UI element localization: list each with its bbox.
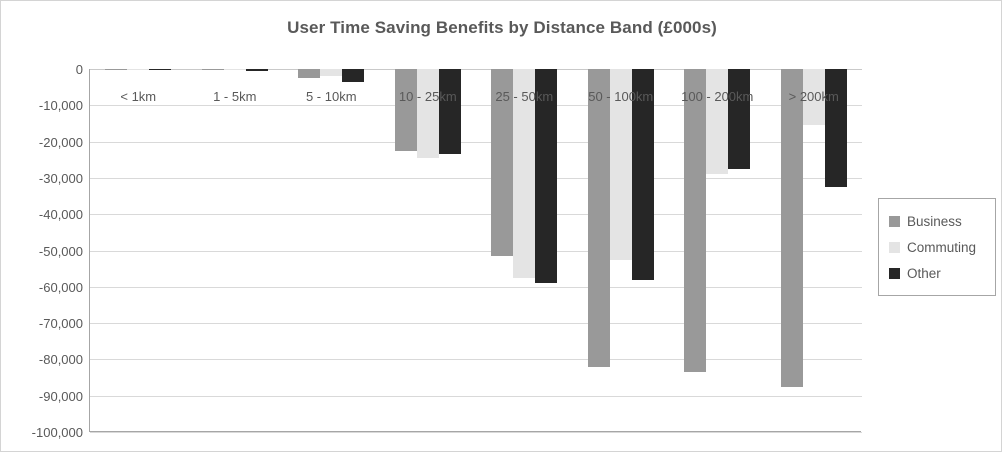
- bar-business-7[interactable]: [780, 69, 803, 387]
- gridline: [90, 395, 862, 397]
- y-axis-tick-label: -50,000: [38, 243, 83, 259]
- legend-swatch-business: [889, 215, 900, 227]
- bar-other-5[interactable]: [631, 69, 654, 280]
- x-axis-category-label: 1 - 5km: [213, 89, 257, 104]
- gridline: [90, 105, 862, 107]
- y-axis-tick-label: 0: [75, 62, 83, 77]
- gridline: [90, 359, 862, 361]
- bar-group: 100 - 200km: [669, 69, 766, 432]
- bar-group: 50 - 100km: [573, 69, 670, 432]
- x-axis-category-label: 5 - 10km: [305, 89, 357, 104]
- bar-commuting-7[interactable]: [802, 69, 825, 126]
- y-axis-tick-label: -10,000: [38, 98, 83, 114]
- legend-item: Commuting: [889, 234, 987, 260]
- gridline: [90, 214, 862, 216]
- bar-business-6[interactable]: [684, 69, 707, 373]
- bar-business-3[interactable]: [394, 69, 417, 151]
- bar-commuting-0[interactable]: [127, 69, 150, 70]
- bar-other-6[interactable]: [728, 69, 751, 169]
- y-axis-tick-label: -40,000: [38, 207, 83, 223]
- legend-label-business: Business: [907, 213, 962, 229]
- gridline: [90, 286, 862, 288]
- y-axis-tick-label: -90,000: [38, 388, 83, 404]
- bar-commuting-4[interactable]: [513, 69, 536, 278]
- gridline: [90, 141, 862, 143]
- bar-other-7[interactable]: [824, 69, 847, 187]
- gridline: [90, 323, 862, 325]
- x-axis-category-label: < 1km: [120, 89, 157, 104]
- bar-other-4[interactable]: [535, 69, 558, 284]
- legend-item: Other: [889, 260, 987, 286]
- bar-group: 1 - 5km: [187, 69, 284, 432]
- zero-axis-line: [90, 69, 862, 70]
- chart-title: User Time Saving Benefits by Distance Ba…: [287, 18, 717, 37]
- legend-label-commuting: Commuting: [907, 239, 977, 255]
- bar-commuting-2[interactable]: [320, 69, 343, 76]
- bar-business-0[interactable]: [105, 69, 128, 70]
- gridline: [90, 250, 862, 252]
- bar-commuting-6[interactable]: [706, 69, 729, 175]
- bar-business-2[interactable]: [298, 69, 321, 79]
- y-axis-tick-label: -60,000: [38, 279, 83, 295]
- legend-swatch-commuting: [889, 241, 900, 253]
- y-axis-tick-label: -80,000: [38, 352, 83, 368]
- y-axis-tick-label: -30,000: [38, 170, 83, 186]
- bar-group: 5 - 10km: [283, 69, 380, 432]
- legend-item: Business: [889, 208, 987, 234]
- bar-group: 10 - 25km: [380, 69, 477, 432]
- bar-group: < 1km: [90, 69, 187, 432]
- bar-commuting-1[interactable]: [223, 69, 246, 71]
- bar-group: > 200km: [766, 69, 863, 432]
- bar-commuting-5[interactable]: [609, 69, 632, 260]
- bar-other-2[interactable]: [342, 69, 365, 82]
- y-axis-tick-label: -20,000: [38, 134, 83, 150]
- plot-area-wrapper: < 1km 1 - 5km 5 - 10km 10 - 25km 25 - 50km 50…: [89, 69, 863, 433]
- gridline: [90, 177, 862, 179]
- bar-business-1[interactable]: [201, 69, 224, 71]
- y-axis-tick-labels: 0 -10,000 -20,000 -30,000 -40,000 -50,000 -60,…: [1, 63, 83, 439]
- plot-area: < 1km 1 - 5km 5 - 10km 10 - 25km 25 - 50km 50…: [89, 69, 863, 433]
- bar-business-5[interactable]: [587, 69, 610, 367]
- bar-business-4[interactable]: [491, 69, 514, 256]
- bar-group: 25 - 50km: [476, 69, 573, 432]
- legend-label-other: Other: [907, 265, 941, 281]
- bar-other-1[interactable]: [245, 69, 268, 71]
- y-axis-tick-label: -70,000: [38, 316, 83, 332]
- y-axis-tick-label: -100,000: [31, 425, 83, 440]
- bar-other-3[interactable]: [438, 69, 461, 155]
- legend-swatch-other: [889, 267, 900, 279]
- chart-legend: Business Commuting Other: [878, 198, 996, 296]
- bar-commuting-3[interactable]: [416, 69, 439, 158]
- bar-other-0[interactable]: [149, 69, 172, 70]
- gridline: [90, 432, 862, 433]
